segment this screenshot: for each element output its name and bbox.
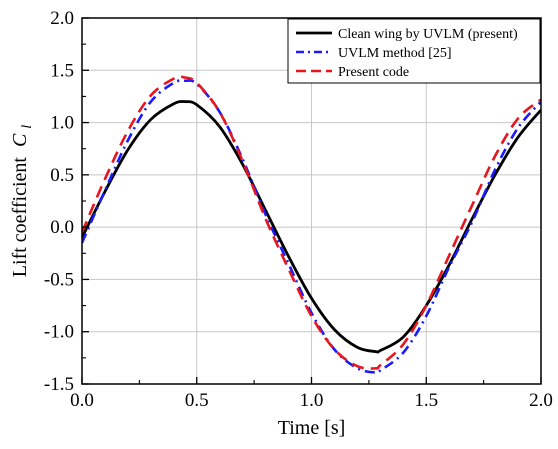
x-tick-label: 1.0: [300, 390, 324, 411]
y-tick-label: 1.5: [50, 60, 74, 81]
y-tick-label: 2.0: [50, 8, 74, 29]
axes: [81, 17, 542, 385]
x-tick-label: 2.0: [529, 390, 553, 411]
y-tick-label: -1.0: [44, 322, 74, 343]
y-tick-label: 1.0: [50, 113, 74, 134]
legend-label: Clean wing by UVLM (present): [338, 27, 518, 42]
y-tick-label: -0.5: [44, 269, 74, 290]
y-tick-label: 0.5: [50, 165, 74, 186]
tick-labels: 0.0 0.5 1.0 1.5 2.0 -1.5 -1.0 -0.5 0.0 0.5 1.0 1.5 2…: [44, 8, 553, 411]
y-tick-label: 0.0: [50, 217, 74, 238]
x-tick-label: 0.0: [70, 390, 94, 411]
x-tick-label: 0.5: [185, 390, 209, 411]
series-lines: [82, 75, 541, 375]
y-axis-label-subscript: l: [20, 125, 35, 129]
y-axis-label: Lift coefficient C l: [9, 125, 35, 277]
x-axis-label: Time [s]: [278, 417, 346, 439]
legend-label: Present code: [338, 65, 409, 80]
x-tick-label: 1.5: [414, 390, 438, 411]
y-axis-label-symbol: C: [9, 133, 31, 147]
series-line-2: [82, 79, 541, 375]
legend: Clean wing by UVLM (present) UVLM method …: [287, 18, 541, 84]
legend-label: UVLM method [25]: [338, 46, 452, 61]
y-tick-label: -1.5: [44, 374, 74, 395]
series-line-3: [82, 75, 541, 370]
legend-box: [287, 18, 541, 84]
y-axis-label-text: Lift coefficient: [9, 157, 31, 278]
